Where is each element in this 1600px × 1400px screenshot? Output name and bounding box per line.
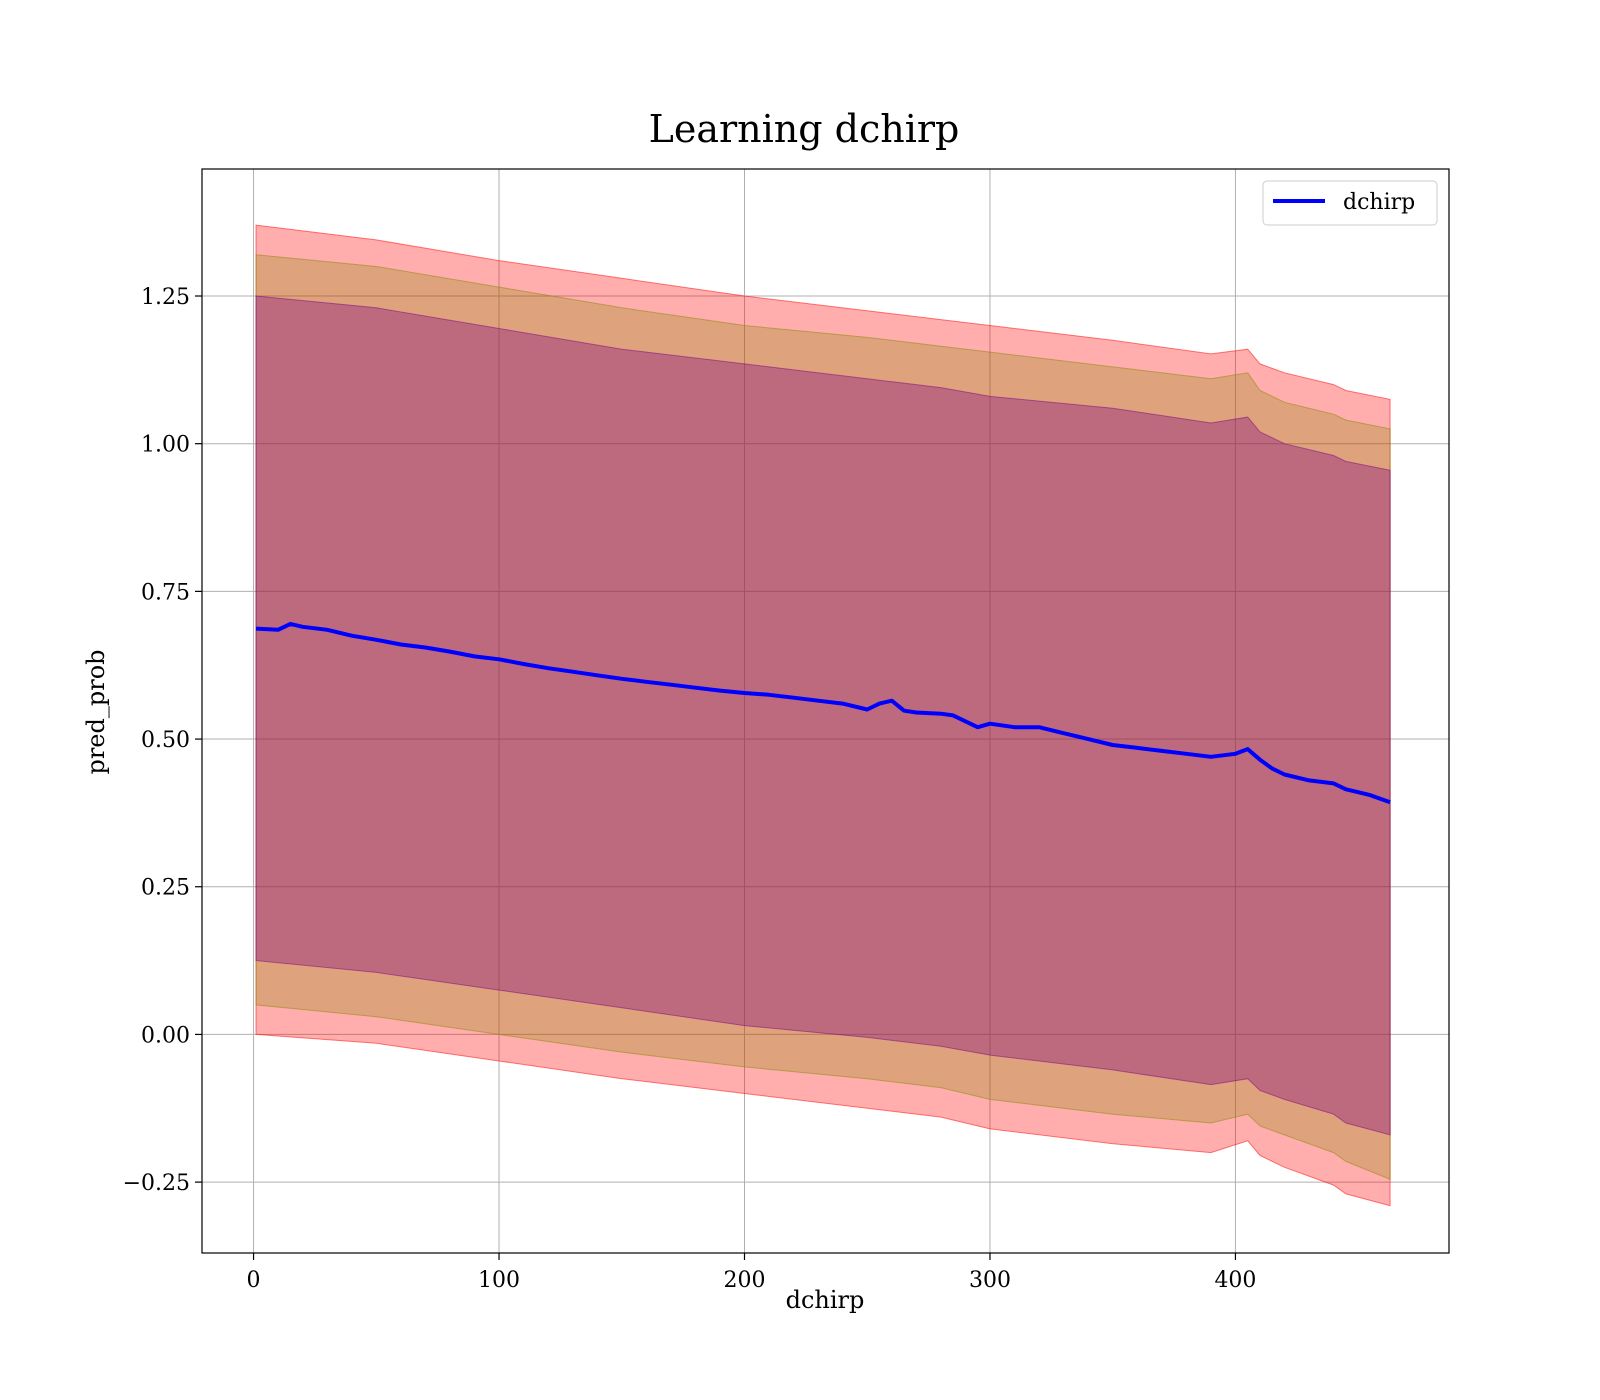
y-tick-label: −0.25 (123, 1171, 190, 1196)
y-tick-label: 0.00 (141, 1023, 190, 1048)
plot-frame (201, 168, 1450, 1254)
x-tick-label: 0 (247, 1268, 261, 1293)
x-tick-label: 200 (723, 1268, 765, 1293)
legend-box (1262, 180, 1438, 226)
legend: dchirp (1262, 180, 1438, 226)
band-outer (255, 224, 1391, 1207)
x-tick-label: 400 (1214, 1268, 1256, 1293)
series-line-dchirp (255, 621, 1391, 805)
x-tick-label: 100 (478, 1268, 520, 1293)
y-tick-label: 0.25 (141, 876, 190, 901)
y-tick-label: 0.50 (141, 728, 190, 753)
series-lines (255, 621, 1391, 805)
y-tick-label: 1.00 (141, 433, 190, 458)
grid-lines (202, 169, 1449, 1253)
axis-ticks: 0 100 200 300 400 −0.25 0.00 0.25 0.50 0.75 1.00 1.… (123, 285, 1257, 1293)
chart-title: Learning dchirp (649, 107, 960, 151)
y-axis-label: pred_prob (82, 649, 110, 774)
band-inner (255, 295, 1391, 1136)
band-middle (255, 254, 1391, 1180)
legend-label-dchirp: dchirp (1343, 190, 1415, 215)
x-tick-label: 300 (969, 1268, 1011, 1293)
y-tick-label: 1.25 (141, 285, 190, 310)
confidence-bands (255, 224, 1391, 1207)
x-axis-label: dchirp (786, 1286, 865, 1314)
y-tick-label: 0.75 (141, 580, 190, 605)
